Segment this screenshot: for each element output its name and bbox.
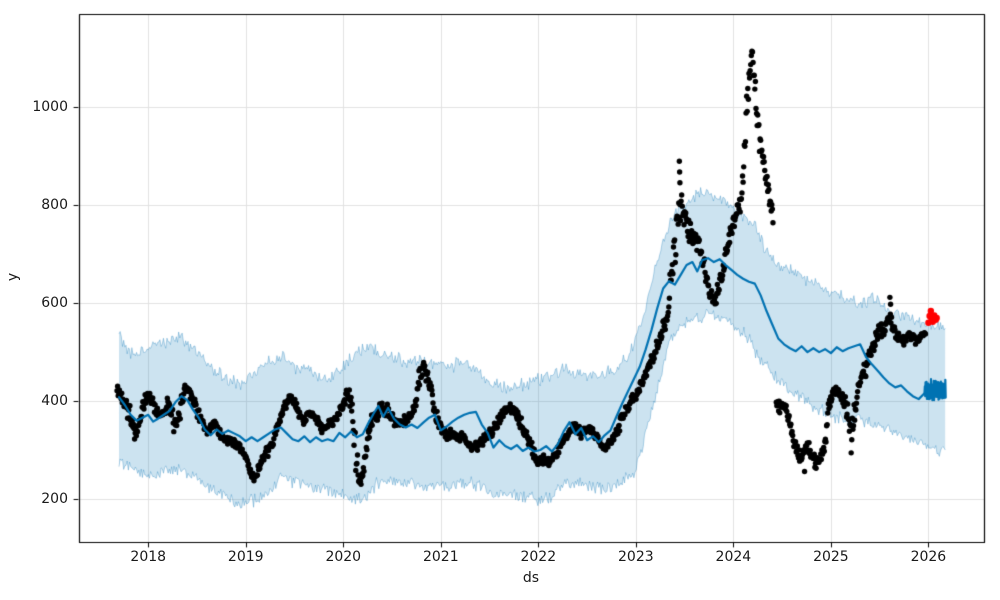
x-tick-label: 2024	[715, 549, 752, 565]
y-tick-label: 400	[41, 393, 68, 410]
y-tick-label: 800	[41, 197, 68, 214]
x-tick-label: 2025	[813, 549, 849, 565]
y-tick-label: 1000	[32, 99, 68, 116]
x-tick-label: 2020	[325, 549, 362, 565]
x-tick-label: 2023	[618, 549, 654, 565]
x-tick-label: 2019	[227, 549, 264, 565]
y-tick-label: 200	[41, 490, 68, 507]
y-axis-label: y	[5, 272, 21, 282]
x-axis-label: ds	[522, 570, 540, 586]
y-tick-label: 600	[41, 295, 68, 312]
x-tick-label: 2018	[130, 549, 167, 565]
x-tick-label: 2026	[910, 549, 947, 565]
x-tick-label: 2021	[422, 549, 459, 565]
x-tick-label: 2022	[520, 549, 557, 565]
